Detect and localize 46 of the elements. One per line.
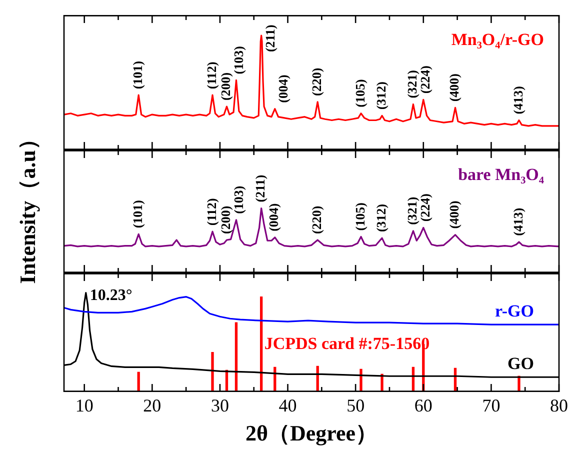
annotation: (321)	[404, 70, 420, 98]
bar	[360, 368, 362, 392]
annotation: (220)	[308, 206, 324, 234]
annotation: (105)	[352, 202, 368, 231]
x-tick-label: 80	[550, 396, 568, 416]
bar	[211, 352, 214, 392]
x-tick-label: 20	[143, 396, 162, 416]
annotation: (400)	[446, 200, 462, 229]
x-tick-label: 50	[346, 396, 365, 416]
x-tick-label: 10	[75, 396, 94, 416]
bar	[234, 322, 238, 392]
y-axis-title: Intensity（a.u）	[14, 128, 41, 284]
annotation: (200)	[218, 72, 234, 101]
annotation: (413)	[510, 86, 526, 114]
series-label: GO	[508, 354, 534, 374]
annotation: (312)	[373, 204, 388, 232]
text: Mn₃O₄/r-GO	[451, 30, 544, 49]
annotation: (105)	[352, 79, 368, 108]
annotation: (224)	[418, 65, 433, 94]
text: bare Mn₃O₄	[458, 165, 544, 184]
annotation: (211)	[252, 174, 268, 202]
annotation: (103)	[231, 46, 246, 74]
annotation: (112)	[204, 198, 219, 226]
bar	[380, 374, 384, 392]
annotation: (400)	[446, 74, 462, 102]
x-tick-label: 30	[210, 396, 229, 416]
annotation: (220)	[308, 68, 324, 96]
series-label: r-GO	[494, 302, 534, 321]
annotation: (321)	[404, 196, 420, 225]
annotation: (211)	[262, 24, 278, 52]
annotation: (103)	[231, 186, 246, 214]
x-tick-label: 40	[278, 396, 297, 416]
annotation: (004)	[266, 203, 282, 232]
x-axis-title: 2θ（Degree）	[245, 420, 378, 446]
annotation: (312)	[373, 82, 388, 110]
annotation: (112)	[204, 62, 219, 90]
annotation: (200)	[218, 206, 234, 234]
annotation: (101)	[130, 200, 145, 228]
x-tick-label: 70	[482, 396, 500, 416]
x-tick-label: 60	[414, 396, 432, 416]
annotation: (413)	[510, 208, 526, 236]
annotation: (101)	[130, 60, 145, 90]
bar	[518, 376, 520, 392]
annotation: (004)	[276, 74, 291, 103]
annotation: 10.23°	[90, 286, 132, 304]
series-label: JCPDS card #:75-1560	[264, 334, 430, 354]
